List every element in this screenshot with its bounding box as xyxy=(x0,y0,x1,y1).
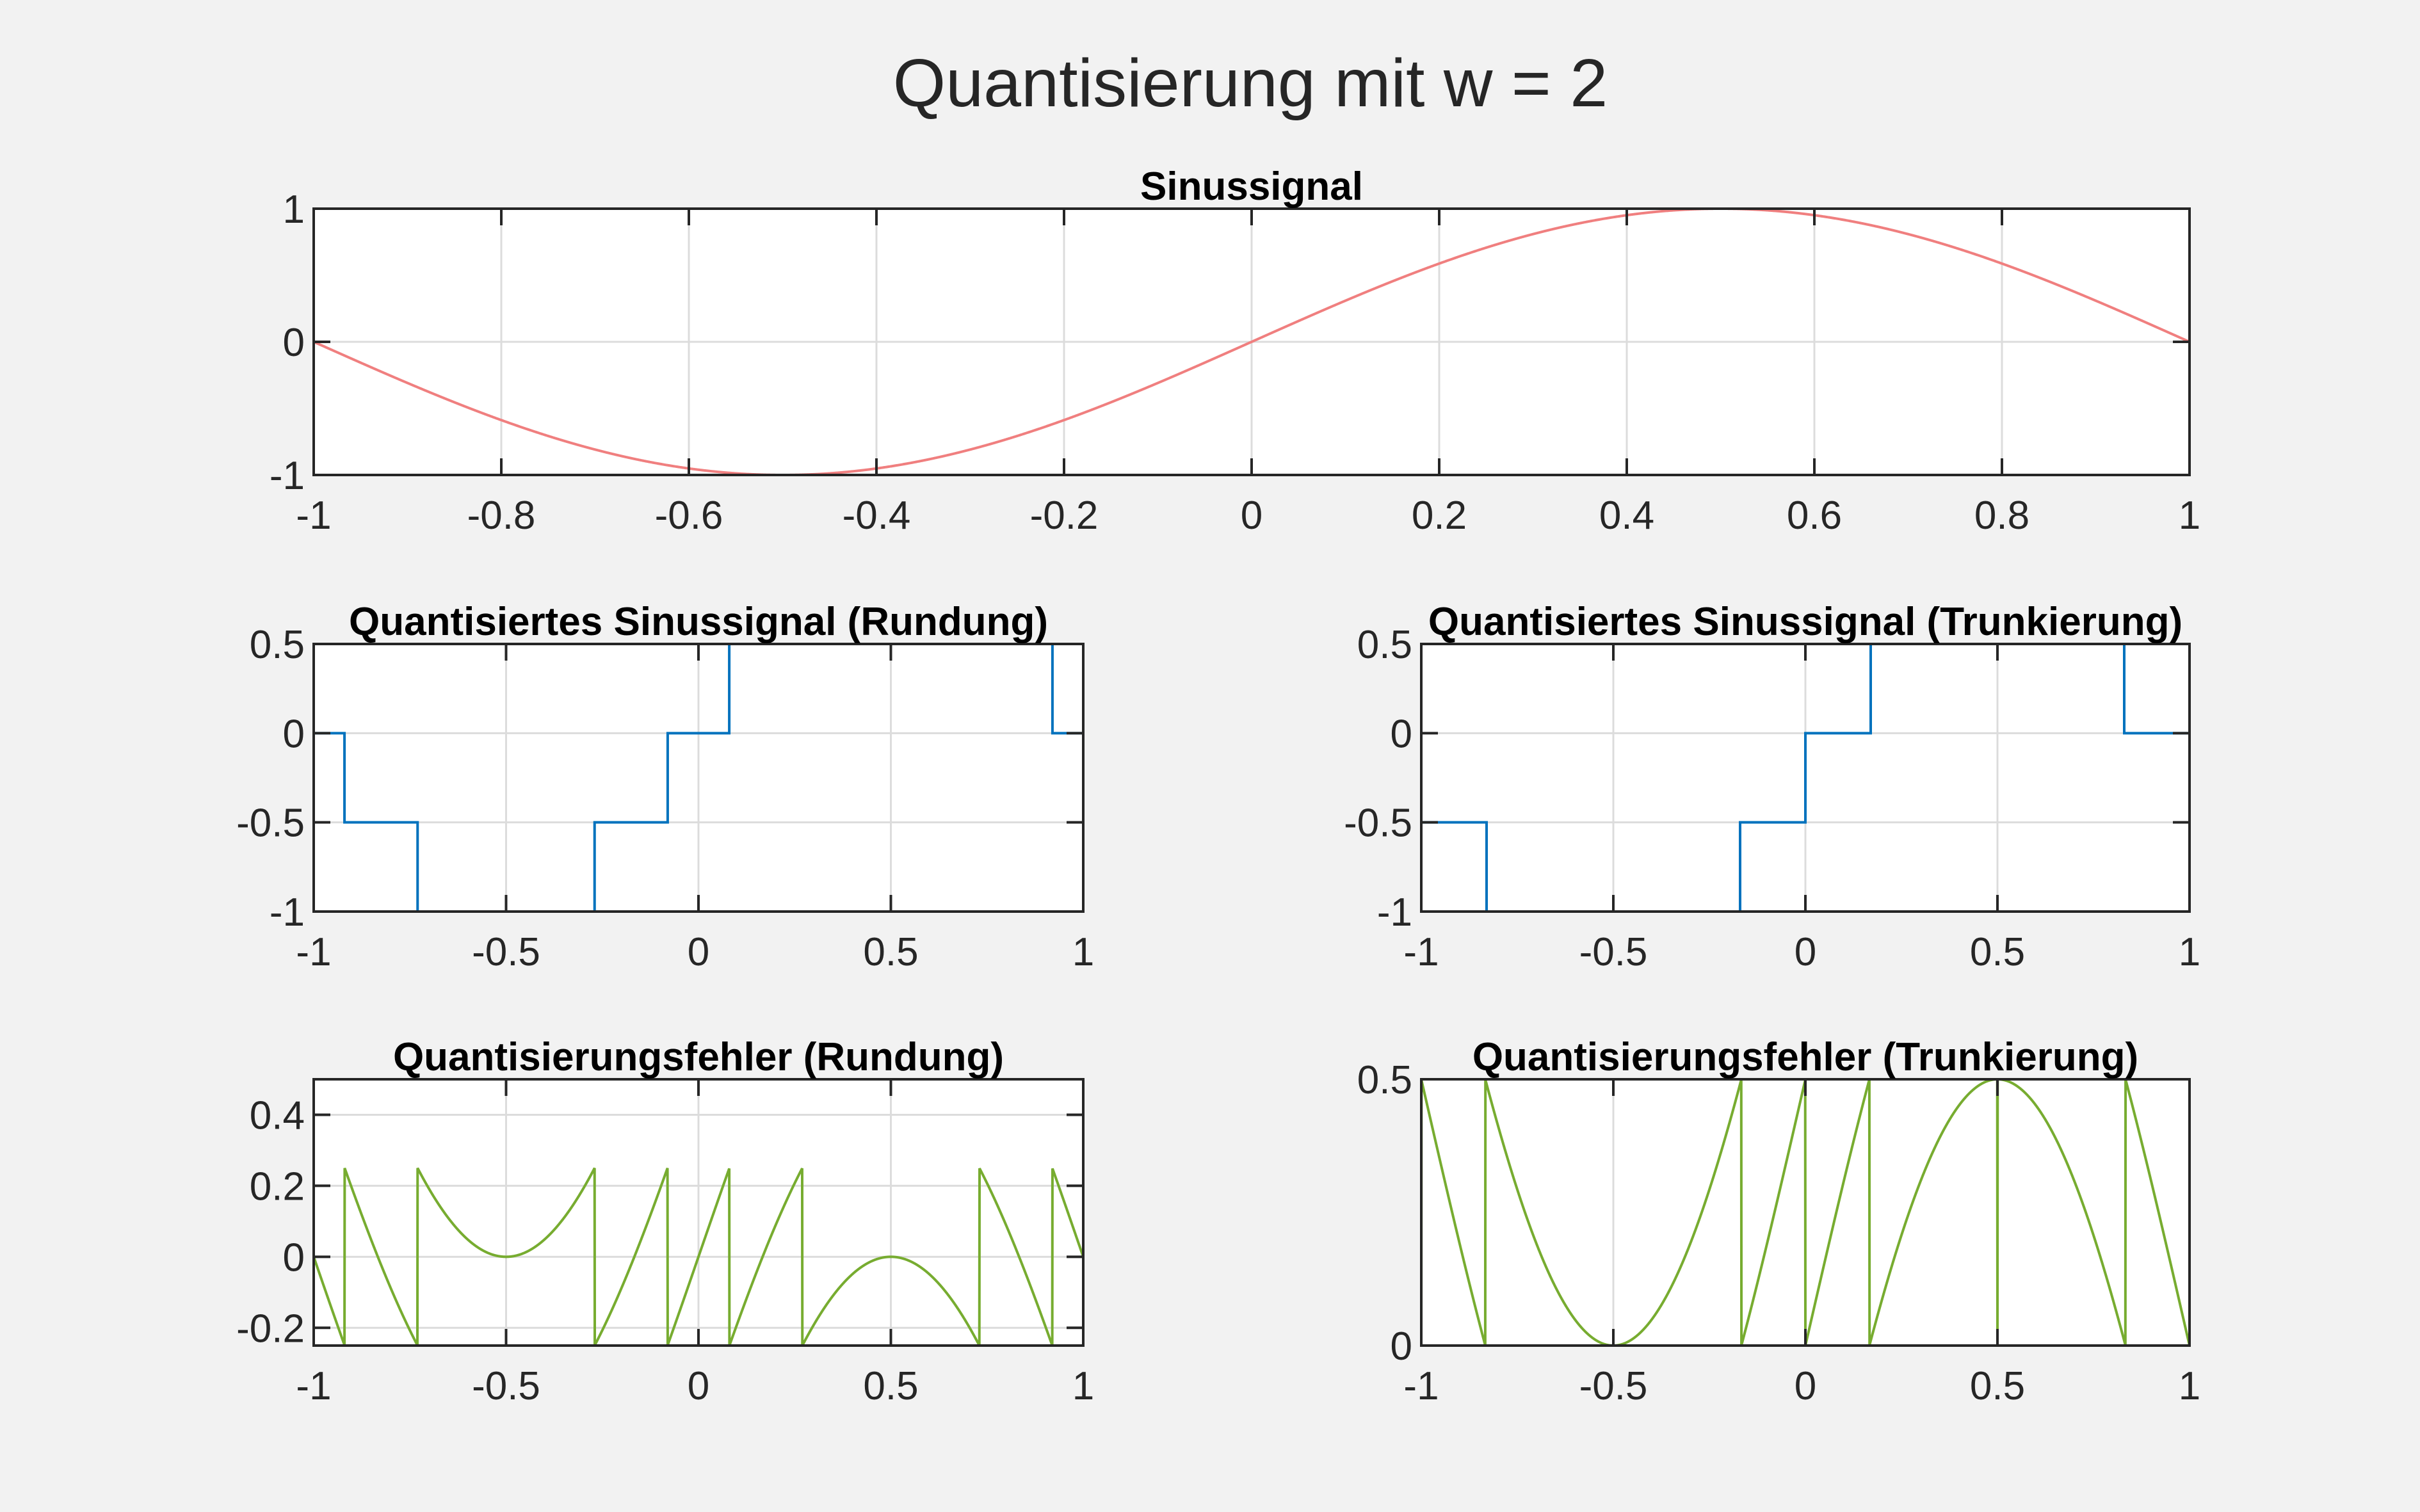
y-tick-label: 0 xyxy=(283,1235,305,1280)
y-tick-label: 0.5 xyxy=(1357,623,1412,667)
figure-title: Quantisierung mit w = 2 xyxy=(892,45,1608,121)
axes-title: Quantisierungsfehler (Rundung) xyxy=(393,1035,1004,1079)
x-tick-label: -0.8 xyxy=(467,494,536,538)
x-tick-label: -1 xyxy=(1403,1364,1439,1408)
x-tick-label: 1 xyxy=(1072,1364,1094,1408)
y-tick-label: -0.5 xyxy=(236,801,305,846)
x-tick-label: 1 xyxy=(2179,1364,2200,1408)
axes-fehler-rundung: -1 -0.5 0 0.5 1 -0.2 0 0.2 0.4 Quantisierungsfehl… xyxy=(236,1035,1094,1408)
x-tick-label: -0.5 xyxy=(1579,930,1648,974)
x-tick-label: 1 xyxy=(2179,494,2200,538)
x-tick-label: 0.5 xyxy=(863,930,918,974)
x-tick-label: 0 xyxy=(1795,930,1816,974)
axes-title: Quantisierungsfehler (Trunkierung) xyxy=(1472,1035,2138,1079)
series-line xyxy=(1421,643,2190,913)
axes-quantisiert-rundung: -1 -0.5 0 0.5 1 -1 -0.5 0 0.5 Quantisiertes Sinus… xyxy=(236,600,1094,974)
y-tick-label: 0.5 xyxy=(250,623,305,667)
series-line xyxy=(312,1167,1085,1346)
x-tick-label: -1 xyxy=(1403,930,1439,974)
y-tick-label: 0 xyxy=(1391,1324,1412,1369)
y-tick-label: -0.2 xyxy=(236,1307,305,1351)
x-tick-label: -0.6 xyxy=(655,494,723,538)
axes-title: Quantisiertes Sinussignal (Trunkierung) xyxy=(1428,600,2182,644)
axes-fehler-trunkierung: -1 -0.5 0 0.5 1 0 0.5 Quantisierungsfehler (Tru… xyxy=(1357,1035,2200,1408)
series-line xyxy=(313,207,2190,476)
y-tick-label: 0 xyxy=(283,321,305,365)
y-tick-label: -1 xyxy=(1377,890,1412,935)
x-tick-label: 0.8 xyxy=(1974,494,2029,538)
y-tick-label: -1 xyxy=(270,890,305,935)
x-tick-label: 0.5 xyxy=(1970,930,2025,974)
x-tick-label: -0.5 xyxy=(1579,1364,1648,1408)
y-tick-label: 0 xyxy=(1391,712,1412,756)
x-tick-label: 0 xyxy=(688,930,709,974)
x-tick-label: 0.2 xyxy=(1412,494,1467,538)
x-tick-label: -1 xyxy=(296,930,331,974)
x-tick-label: -0.5 xyxy=(472,1364,540,1408)
y-tick-label: -1 xyxy=(270,454,305,498)
y-tick-label: 0.2 xyxy=(250,1164,305,1209)
y-tick-label: 1 xyxy=(283,188,305,232)
y-tick-label: 0.5 xyxy=(1357,1058,1412,1102)
x-tick-label: 0 xyxy=(1241,494,1262,538)
y-tick-label: 0.4 xyxy=(250,1093,305,1138)
x-tick-label: -1 xyxy=(296,494,331,538)
x-tick-label: 0.5 xyxy=(863,1364,918,1408)
x-tick-label: 0 xyxy=(1795,1364,1816,1408)
axes-title: Quantisiertes Sinussignal (Rundung) xyxy=(349,600,1048,644)
x-tick-label: -0.5 xyxy=(472,930,540,974)
x-tick-label: 0 xyxy=(688,1364,709,1408)
x-tick-label: 0.5 xyxy=(1970,1364,2025,1408)
x-tick-label: 0.4 xyxy=(1599,494,1654,538)
x-tick-label: 0.6 xyxy=(1787,494,1842,538)
y-tick-label: 0 xyxy=(283,712,305,756)
axes-sinussignal: -1 -0.8 -0.6 -0.4 -0.2 0 0.2 0.4 0.6 0.8 1 -1 0 1 Sinu… xyxy=(270,165,2200,538)
x-tick-label: -0.2 xyxy=(1030,494,1099,538)
x-tick-label: -1 xyxy=(296,1364,331,1408)
x-tick-label: 1 xyxy=(1072,930,1094,974)
y-tick-label: -0.5 xyxy=(1344,801,1412,846)
x-tick-label: -0.4 xyxy=(843,494,911,538)
axes-title: Sinussignal xyxy=(1140,165,1363,209)
x-tick-label: 1 xyxy=(2179,930,2200,974)
axes-quantisiert-trunkierung: -1 -0.5 0 0.5 1 -1 -0.5 0 0.5 Quantisiertes Sinus… xyxy=(1344,600,2200,974)
